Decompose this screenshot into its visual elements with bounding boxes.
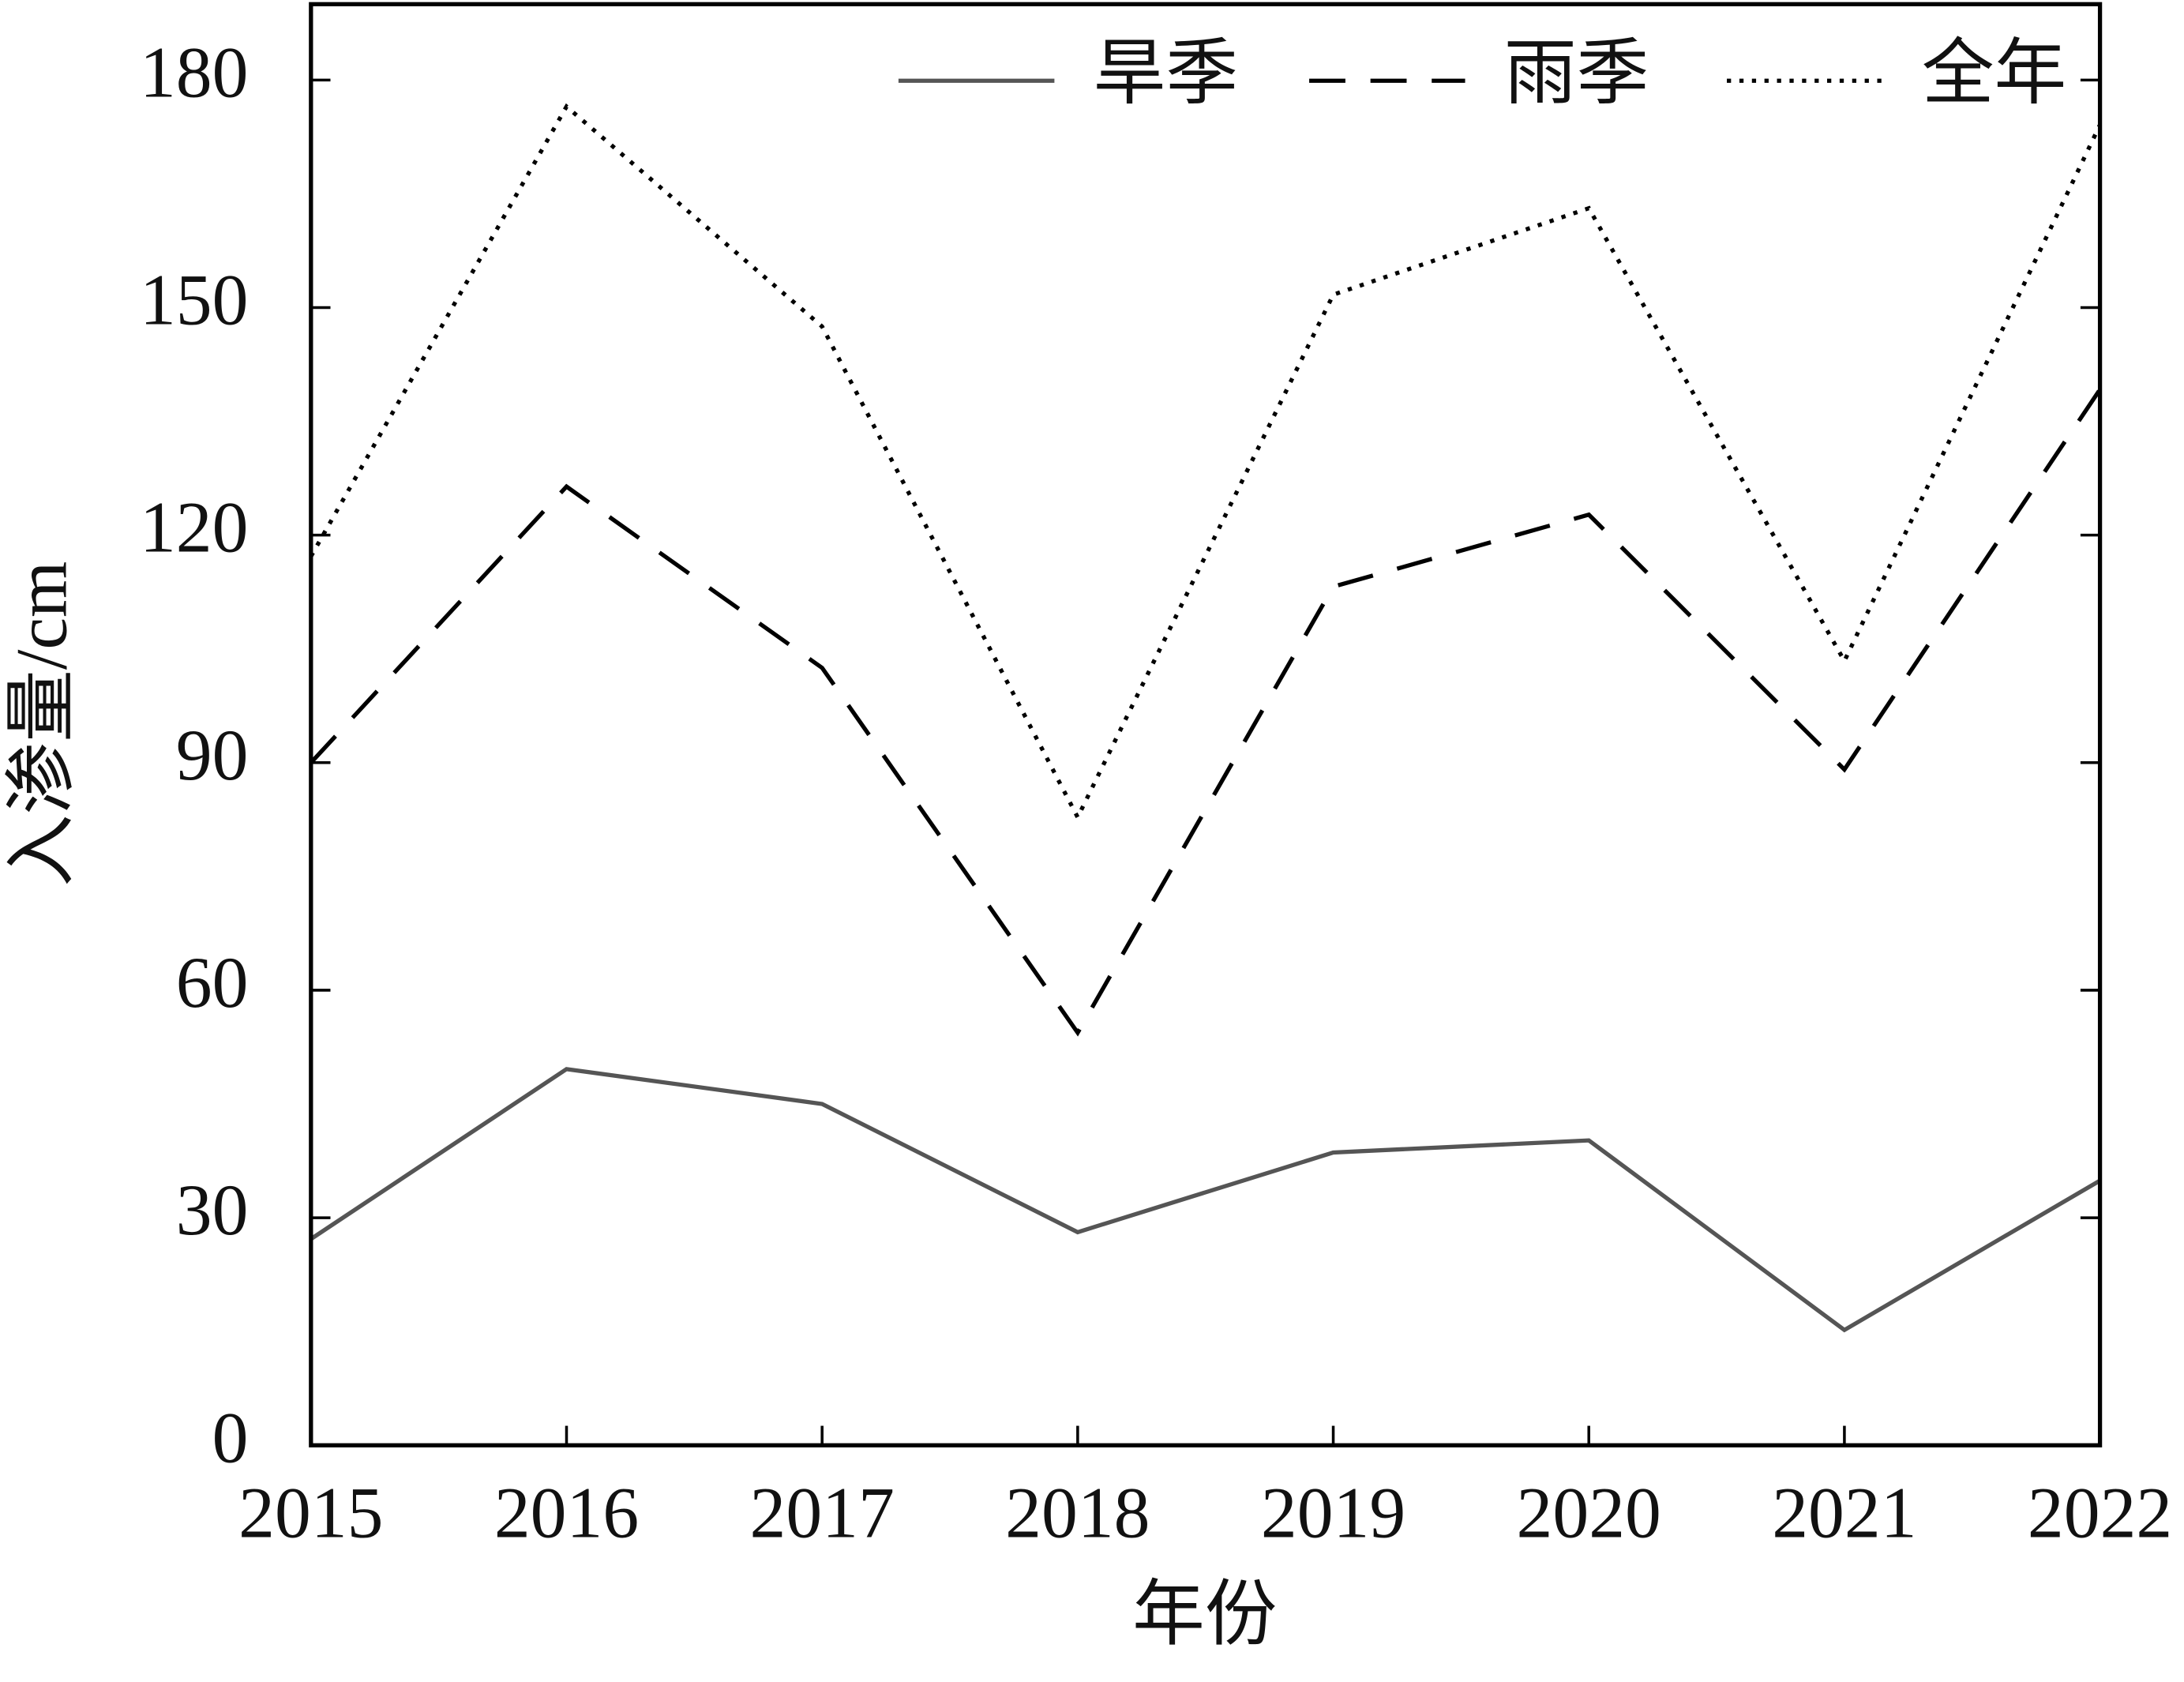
y-tick-label: 180 xyxy=(140,32,249,112)
x-tick-label: 2018 xyxy=(1005,1473,1150,1553)
x-axis-label: 年份 xyxy=(1132,1574,1277,1654)
series-line xyxy=(310,1067,2101,1333)
plot-frame xyxy=(309,2,2103,1447)
y-tick-label: 30 xyxy=(176,1170,249,1250)
x-tick-label: 2019 xyxy=(1261,1473,1405,1553)
legend-label: 旱季 xyxy=(1094,32,1238,113)
series-line xyxy=(309,103,2102,822)
legend-label: 全年 xyxy=(1922,32,2066,113)
y-tick-label: 120 xyxy=(140,487,249,568)
x-tick-label: 2020 xyxy=(1517,1473,1661,1553)
x-tick-label: 2016 xyxy=(494,1473,639,1553)
legend-label: 雨季 xyxy=(1504,32,1649,113)
x-tick-label: 2017 xyxy=(750,1473,895,1553)
x-tick-label: 2021 xyxy=(1772,1473,1916,1553)
x-tick-label: 2015 xyxy=(238,1473,383,1553)
x-tick-label: 2022 xyxy=(2028,1473,2172,1553)
y-tick-label: 0 xyxy=(212,1397,249,1477)
series-line xyxy=(309,388,2102,1037)
y-tick-label: 150 xyxy=(140,260,249,340)
y-axis-label: 入渗量/cm xyxy=(1,561,81,887)
y-tick-label: 60 xyxy=(176,942,249,1023)
y-tick-label: 90 xyxy=(176,715,249,795)
